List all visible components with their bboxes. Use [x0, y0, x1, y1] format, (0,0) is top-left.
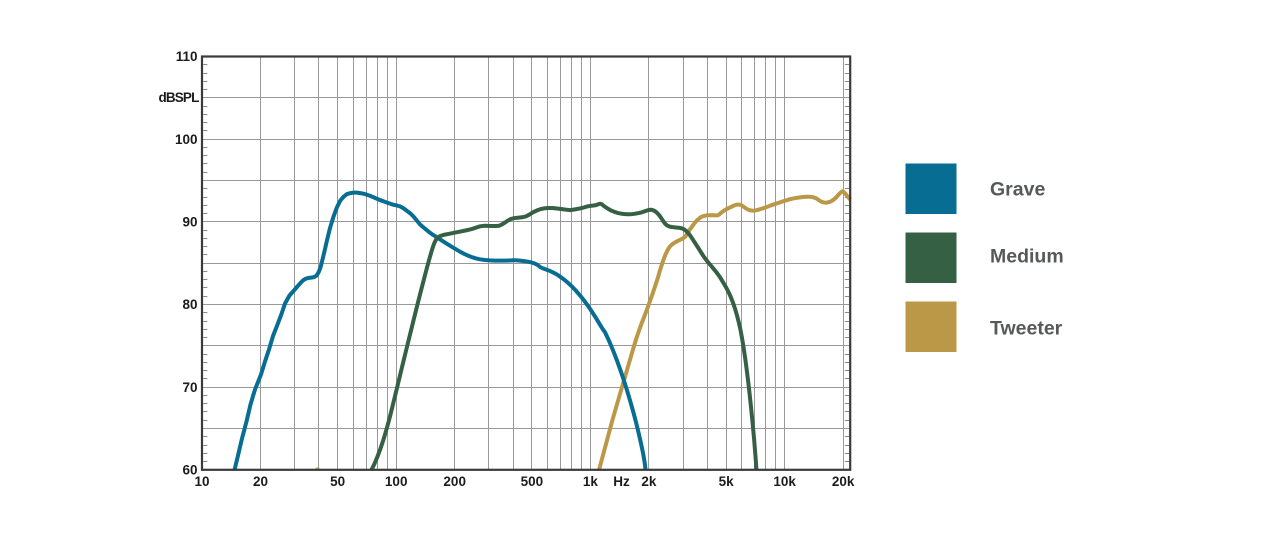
svg-text:20k: 20k [832, 474, 855, 489]
svg-text:100: 100 [175, 132, 198, 147]
svg-text:1k: 1k [583, 474, 599, 489]
svg-text:10k: 10k [773, 474, 796, 489]
svg-text:Medium: Medium [990, 245, 1064, 267]
svg-text:dBSPL: dBSPL [158, 90, 199, 105]
svg-text:50: 50 [330, 474, 345, 489]
svg-text:5k: 5k [719, 474, 735, 489]
svg-text:200: 200 [443, 474, 466, 489]
svg-text:70: 70 [182, 380, 197, 395]
svg-text:90: 90 [182, 215, 197, 230]
svg-text:100: 100 [385, 474, 408, 489]
svg-text:2k: 2k [641, 474, 657, 489]
svg-text:20: 20 [253, 474, 268, 489]
svg-text:60: 60 [182, 463, 197, 478]
svg-text:80: 80 [182, 297, 197, 312]
svg-text:500: 500 [521, 474, 544, 489]
svg-text:10: 10 [194, 474, 209, 489]
svg-text:Hz: Hz [613, 474, 630, 489]
svg-text:Tweeter: Tweeter [990, 318, 1063, 340]
svg-text:Grave: Grave [990, 179, 1045, 201]
svg-text:110: 110 [176, 49, 198, 64]
